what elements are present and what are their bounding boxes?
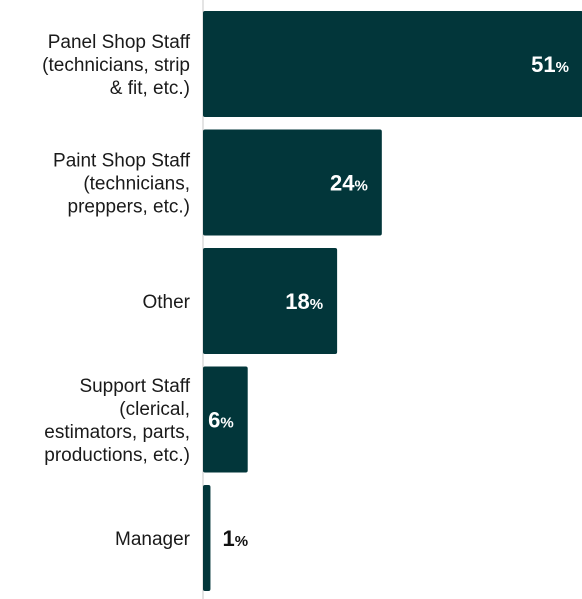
value-labels-group: 51%24%18%6%1% <box>208 52 569 551</box>
category-labels-group: Panel Shop Staff (technicians, strip & fit… <box>42 32 191 550</box>
value-label: 1% <box>222 526 248 551</box>
category-label-line: & fit, etc.) <box>110 78 190 99</box>
category-label-line: (technicians, <box>83 174 190 195</box>
value-label: 51% <box>531 52 569 77</box>
bars-group <box>203 11 582 591</box>
value-percent-sign: % <box>556 59 569 76</box>
value-label: 6% <box>208 408 234 433</box>
bar-2 <box>203 248 338 354</box>
category-label-line: (technicians, strip <box>42 55 190 76</box>
value-number: 6 <box>208 408 220 433</box>
category-label-line: Other <box>142 292 190 313</box>
value-label: 18% <box>285 289 323 314</box>
bar-4 <box>203 485 211 591</box>
value-percent-sign: % <box>354 178 367 195</box>
value-number: 24 <box>330 171 355 196</box>
category-label: Paint Shop Staff (technicians, preppers, e… <box>53 151 191 218</box>
bar-0 <box>203 11 582 117</box>
value-percent-sign: % <box>220 415 233 432</box>
category-label: Support Staff (clerical, estimators, parts… <box>44 376 190 466</box>
value-label: 24% <box>330 171 368 196</box>
category-label-line: estimators, parts, <box>44 422 190 443</box>
value-number: 51 <box>531 52 555 77</box>
category-label: Manager <box>115 529 191 550</box>
category-label-line: preppers, etc.) <box>68 197 191 218</box>
category-label-line: Panel Shop Staff <box>48 32 191 53</box>
category-label-line: Manager <box>115 529 191 550</box>
value-number: 1 <box>222 526 234 551</box>
category-label: Other <box>142 292 190 313</box>
category-label-line: productions, etc.) <box>44 445 190 466</box>
value-percent-sign: % <box>235 533 248 550</box>
value-percent-sign: % <box>310 296 323 313</box>
category-label: Panel Shop Staff (technicians, strip & fit… <box>42 32 191 99</box>
category-label-line: Support Staff <box>79 376 190 397</box>
category-label-line: (clerical, <box>119 399 190 420</box>
bar-3 <box>203 366 248 473</box>
category-label-line: Paint Shop Staff <box>53 151 191 172</box>
bar-1 <box>203 129 382 236</box>
value-number: 18 <box>285 289 309 314</box>
